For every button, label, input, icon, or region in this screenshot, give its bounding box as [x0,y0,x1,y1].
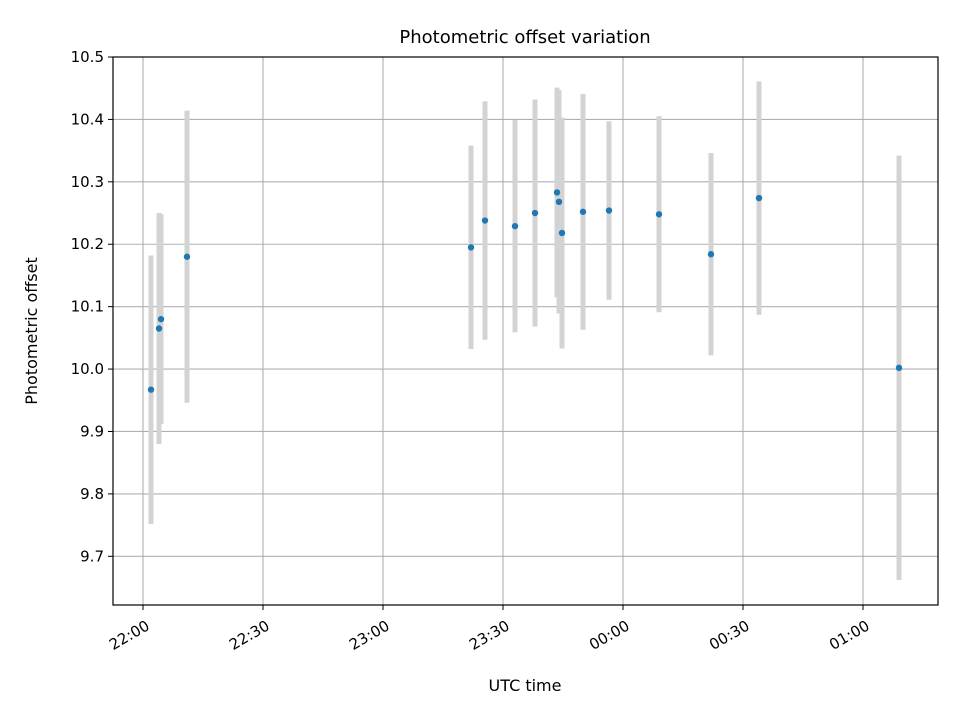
y-tick-label: 9.9 [80,422,104,440]
y-tick-label: 9.7 [80,547,104,565]
chart-title: Photometric offset variation [399,27,650,48]
data-point [555,198,563,206]
y-tick-label: 10.4 [71,110,104,128]
x-axis-label: UTC time [489,676,562,695]
data-point [895,364,903,372]
data-point [183,253,191,260]
data-points [147,189,903,393]
y-axis-label: Photometric offset [22,257,41,405]
data-point [155,325,163,332]
y-tick-label: 10.2 [71,235,104,253]
y-tick-label: 10.3 [71,173,104,191]
data-point [707,251,715,258]
data-point [655,211,663,218]
data-point [531,209,539,217]
y-tick-label: 10.5 [71,48,104,66]
data-point [511,222,519,230]
y-tick-label: 10.0 [71,360,104,378]
data-point [553,189,561,196]
data-point [467,244,475,251]
data-point [579,208,587,215]
plot-frame [112,56,939,606]
data-point [147,386,155,393]
y-tick-label: 9.8 [80,485,104,503]
data-point [157,315,165,323]
y-tick-label: 10.1 [71,298,104,316]
data-point [558,229,566,237]
data-point [605,207,613,214]
grid [113,56,938,605]
data-point [481,217,489,224]
y-axis-ticks: 9.7 9.8 9.9 10.0 10.1 10.2 10.3 10.4 10.5 [71,48,113,565]
data-point [755,194,763,202]
